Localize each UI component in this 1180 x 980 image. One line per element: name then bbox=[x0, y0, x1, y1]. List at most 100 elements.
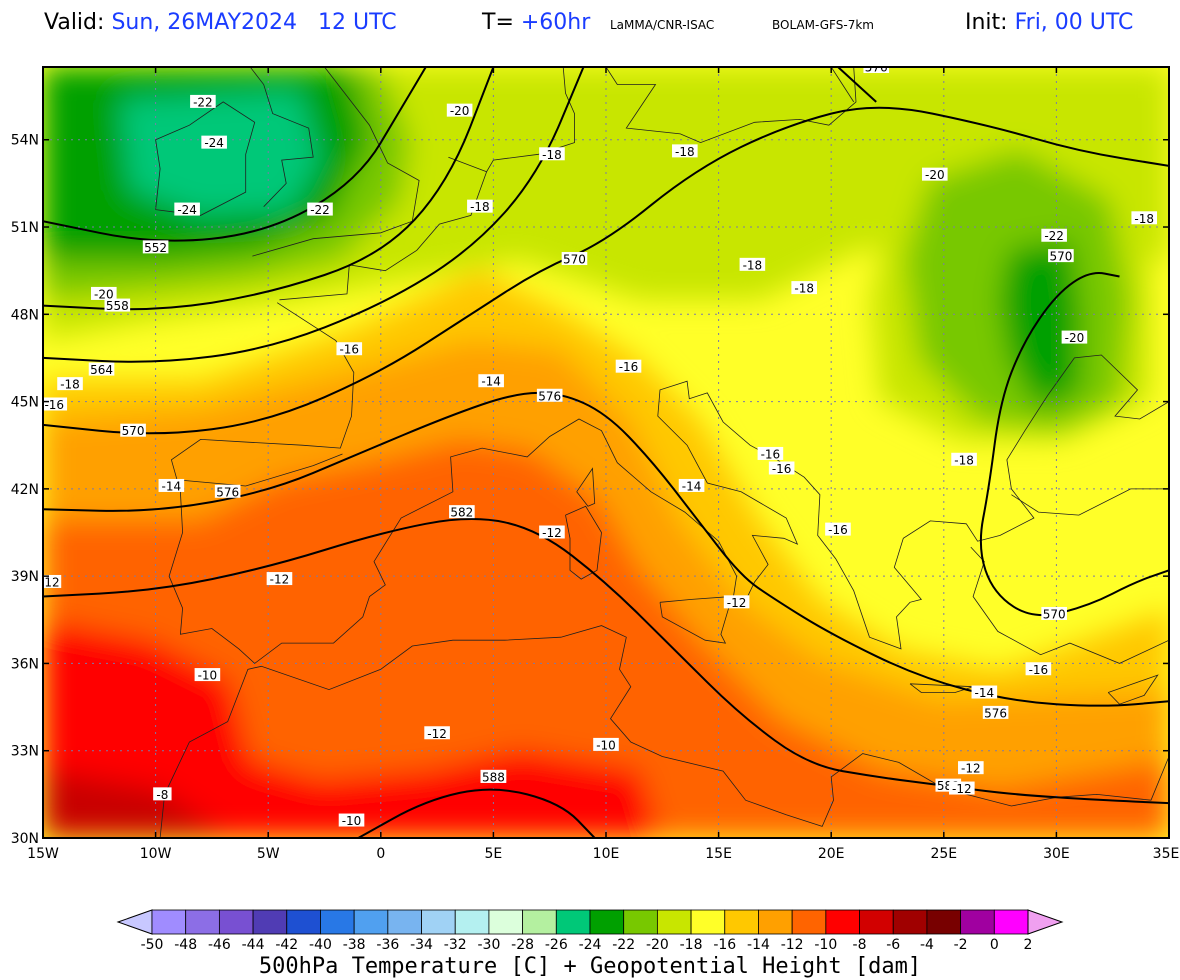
lon-tick-label: 30E bbox=[1043, 846, 1070, 862]
temperature-label: 576 bbox=[984, 706, 1007, 720]
coastline-segment bbox=[659, 596, 733, 644]
colorbar-swatch bbox=[656, 909, 692, 935]
coastline-segment bbox=[252, 67, 420, 257]
temperature-label: -20 bbox=[925, 168, 945, 182]
model-label: BOLAM-GFS-7km bbox=[772, 18, 874, 32]
valid-label-group: Valid: Sun, 26MAY2024 12 UTC bbox=[44, 10, 397, 35]
temperature-label: -12 bbox=[952, 782, 972, 796]
temperature-label: -16 bbox=[828, 523, 848, 537]
lon-tick-label: 25E bbox=[930, 846, 957, 862]
coastline-segment bbox=[180, 453, 343, 487]
temperature-label-box bbox=[57, 377, 83, 391]
temperature-label-box bbox=[478, 374, 504, 388]
temperature-label: -10 bbox=[198, 669, 218, 683]
colorbar-label: -46 bbox=[208, 937, 231, 950]
height-contour-564 bbox=[43, 67, 585, 363]
temperature-label-box bbox=[539, 147, 565, 161]
temperature-label-box bbox=[446, 103, 473, 117]
lat-tick-label: 33N bbox=[11, 744, 39, 760]
forecast-step-group: T= +60hr bbox=[482, 10, 590, 35]
colorbar-label: -4 bbox=[920, 937, 934, 950]
colorbar-swatch bbox=[589, 909, 625, 935]
temperature-label-box bbox=[201, 135, 227, 149]
temperature-label: -10 bbox=[342, 814, 362, 828]
height-label-box bbox=[104, 298, 131, 312]
colorbar-title: 500hPa Temperature [C] + Geopotential He… bbox=[258, 954, 922, 979]
coastline-segment bbox=[168, 302, 1169, 664]
colorbar-label: -30 bbox=[477, 937, 500, 950]
colorbar-label: -2 bbox=[954, 937, 968, 950]
colorbar-label: -36 bbox=[376, 937, 399, 950]
colorbar-swatch bbox=[353, 909, 389, 935]
colorbar-swatch bbox=[791, 909, 827, 935]
colorbar-swatch bbox=[758, 909, 793, 935]
colorbar-swatch bbox=[825, 909, 860, 935]
height-label-box bbox=[214, 484, 241, 498]
temperature-label-box bbox=[672, 144, 698, 158]
colorbar-label: -8 bbox=[853, 937, 867, 950]
temperature-label: -12 bbox=[542, 526, 562, 540]
init-label-group: Init: Fri, 00 UTC bbox=[965, 10, 1133, 35]
temperature-label: -16 bbox=[761, 447, 781, 461]
height-contour-576 bbox=[43, 391, 1169, 707]
colorbar-label: -44 bbox=[242, 937, 265, 950]
colorbar-label: -24 bbox=[579, 937, 602, 950]
height-label: 570 bbox=[122, 424, 145, 438]
temperature-label: -22 bbox=[1044, 229, 1064, 243]
colorbar-label: -34 bbox=[410, 937, 433, 950]
lat-tick-label: 54N bbox=[11, 133, 39, 149]
colorbar-max-arrow bbox=[1027, 909, 1064, 935]
colorbar-swatch bbox=[623, 909, 658, 935]
height-label-box bbox=[863, 67, 890, 73]
temperature-label: -24 bbox=[177, 203, 197, 217]
forecast-step-value: +60hr bbox=[520, 10, 591, 35]
lat-tick-label: 36N bbox=[11, 656, 39, 672]
height-contour-552 bbox=[43, 67, 427, 242]
coastline-segment bbox=[1107, 674, 1159, 705]
lat-lon-grid bbox=[43, 67, 1169, 838]
temperature-label: -16 bbox=[1029, 663, 1049, 677]
temperature-label: -24 bbox=[204, 136, 224, 150]
temperature-label: 570 bbox=[1043, 607, 1066, 621]
temperature-label-box bbox=[825, 522, 851, 536]
colorbar-label: -50 bbox=[141, 937, 164, 950]
valid-label: Valid: bbox=[44, 10, 105, 35]
colorbar-label: -38 bbox=[343, 937, 366, 950]
temperature-label-box bbox=[158, 478, 185, 492]
temperature-label: -20 bbox=[1065, 331, 1085, 345]
colorbar-label: -42 bbox=[275, 937, 298, 950]
lat-tick-label: 51N bbox=[11, 220, 39, 236]
height-label-box bbox=[1048, 249, 1074, 263]
temperature-label-box bbox=[982, 705, 1009, 719]
temperature-label: -20 bbox=[450, 104, 470, 118]
temperature-label: -16 bbox=[772, 462, 792, 476]
height-label: 564 bbox=[90, 363, 113, 377]
valid-value: Sun, 26MAY2024 12 UTC bbox=[111, 10, 397, 35]
height-contour-588 bbox=[357, 788, 596, 838]
temperature-label-box bbox=[593, 737, 619, 751]
coastline-segment bbox=[576, 467, 596, 507]
temperature-label: -20 bbox=[94, 287, 114, 301]
temperature-label-box bbox=[480, 769, 507, 783]
temperature-label: -18 bbox=[1134, 212, 1154, 226]
colorbar-swatch bbox=[926, 909, 962, 935]
contour-labels: 552 558 564 570 570 576 582 588 576 -22 -24 -24 -22 -… bbox=[43, 67, 1158, 828]
height-label: 558 bbox=[106, 299, 129, 313]
lon-tick-label: 0 bbox=[376, 846, 385, 862]
height-label-box bbox=[142, 240, 169, 254]
colorbar: -50 -48 -46 -44 -42 -40 -38 -36 -34 -32 -30 -28 -26-… bbox=[116, 909, 1064, 950]
lon-tick-label: 15W bbox=[27, 846, 59, 862]
coastline-segment bbox=[279, 171, 487, 301]
temperature-label: -10 bbox=[596, 738, 616, 752]
lon-tick-label: 35E bbox=[1153, 846, 1180, 862]
colorbar-label: -6 bbox=[886, 937, 900, 950]
colorbar-label: 0 bbox=[990, 937, 999, 950]
temperature-label: -18 bbox=[794, 282, 814, 296]
colorbar-swatch bbox=[421, 909, 456, 935]
temperature-label-box bbox=[1131, 211, 1158, 225]
temperature-label-box bbox=[561, 252, 588, 266]
height-label-box bbox=[449, 505, 475, 519]
colorbar-swatch bbox=[218, 909, 254, 935]
colorbar-swatch bbox=[252, 909, 288, 935]
colorbar-label: 2 bbox=[1024, 937, 1033, 950]
